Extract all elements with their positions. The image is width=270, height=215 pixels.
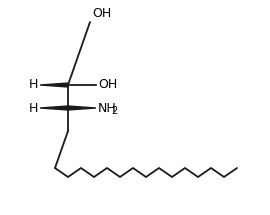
Text: NH: NH: [98, 101, 117, 115]
Text: OH: OH: [92, 7, 111, 20]
Text: H: H: [29, 101, 38, 115]
Polygon shape: [40, 106, 68, 110]
Text: OH: OH: [98, 78, 117, 92]
Polygon shape: [68, 106, 96, 110]
Polygon shape: [40, 83, 68, 87]
Text: 2: 2: [111, 106, 117, 115]
Text: H: H: [29, 78, 38, 92]
